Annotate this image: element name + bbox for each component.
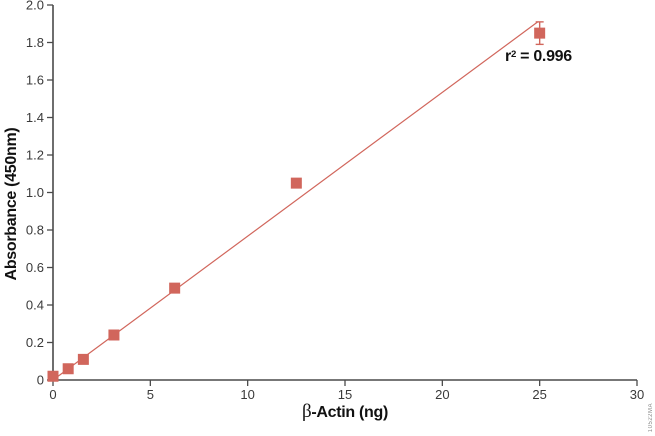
- x-tick-label: 15: [338, 387, 352, 402]
- r-squared-annotation: r2 = 0.996: [505, 48, 572, 65]
- figure-id-watermark: 10522MA: [648, 402, 654, 432]
- y-tick-label: 0: [37, 373, 44, 388]
- data-point: [290, 177, 302, 189]
- y-tick-label: 0.2: [26, 335, 44, 350]
- y-tick-label: 1.8: [26, 35, 44, 50]
- y-tick-label: 1.2: [26, 148, 44, 163]
- r-squared-exponent: 2: [510, 48, 516, 60]
- data-point: [108, 329, 120, 341]
- y-tick-label: 0.8: [26, 223, 44, 238]
- y-tick-label: 1.6: [26, 73, 44, 88]
- data-point: [169, 282, 181, 294]
- x-tick-label: 5: [147, 387, 154, 402]
- x-tick-label: 30: [630, 387, 644, 402]
- data-point: [77, 353, 89, 365]
- data-point: [47, 370, 59, 382]
- data-point: [534, 27, 546, 39]
- x-tick-label: 25: [532, 387, 546, 402]
- y-tick-label: 1.0: [26, 185, 44, 200]
- x-axis-title: β-Actin (ng): [53, 401, 637, 423]
- x-tick-label: 10: [240, 387, 254, 402]
- x-axis-title-text: -Actin (ng): [311, 404, 389, 421]
- data-point: [62, 363, 74, 375]
- beta-symbol: β: [301, 401, 312, 422]
- y-tick-label: 2.0: [26, 0, 44, 13]
- y-axis-title: Absorbance (450nm): [3, 127, 20, 281]
- y-tick-label: 0.4: [26, 298, 44, 313]
- x-tick-label: 0: [49, 387, 56, 402]
- trend-line: [52, 21, 539, 381]
- y-tick-label: 0.6: [26, 260, 44, 275]
- y-tick-label: 1.4: [26, 110, 44, 125]
- x-tick-label: 20: [435, 387, 449, 402]
